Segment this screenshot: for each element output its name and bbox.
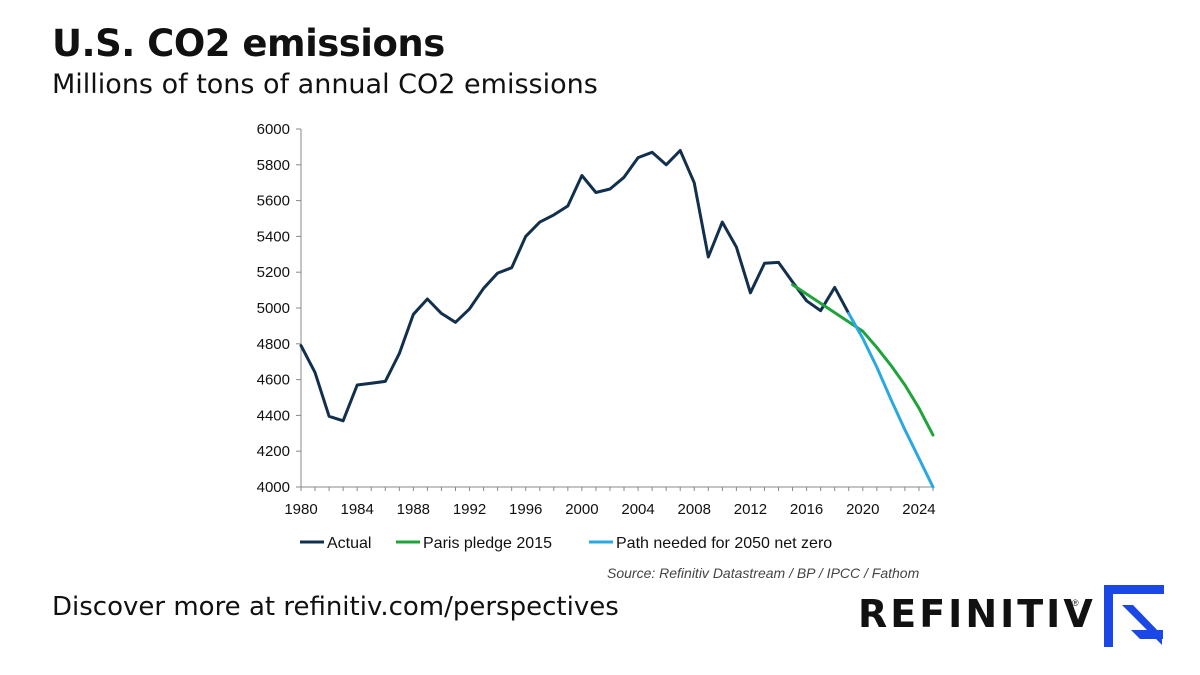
x-tick-label: 1988: [397, 501, 430, 518]
legend-label: Path needed for 2050 net zero: [616, 535, 832, 552]
y-tick-label: 5200: [257, 264, 290, 281]
y-tick-label: 5400: [257, 228, 290, 245]
x-tick-label: 1984: [340, 501, 373, 518]
x-tick-label: 2012: [734, 501, 767, 518]
y-tick-label: 5000: [257, 300, 290, 317]
chart-series: [299, 149, 935, 489]
series-line-path-needed-for-2050-net-zero: [847, 311, 935, 489]
source-note: Source: Refinitiv Datastream / BP / IPCC…: [607, 565, 920, 581]
page-subtitle: Millions of tons of annual CO2 emissions: [52, 69, 598, 100]
x-tick-label: 1980: [284, 501, 317, 518]
x-tick-label: 2020: [846, 501, 879, 518]
y-tick-label: 6000: [257, 121, 290, 138]
y-tick-label: 5800: [257, 157, 290, 174]
y-tick-label: 4800: [257, 336, 290, 353]
x-tick-label: 1992: [453, 501, 486, 518]
series-line-paris-pledge-2015: [791, 283, 935, 437]
x-tick-label: 1996: [509, 501, 542, 518]
x-tick-label: 2016: [790, 501, 823, 518]
page-title: U.S. CO2 emissions: [52, 22, 445, 65]
x-tick-label: 2004: [621, 501, 654, 518]
registered-mark: ®: [1072, 598, 1079, 608]
y-tick-label: 5600: [257, 193, 290, 210]
x-tick-label: 2008: [678, 501, 711, 518]
legend-label: Actual: [327, 535, 371, 552]
brand-wordmark: REFINITIV: [858, 592, 1096, 636]
y-tick-label: 4200: [257, 443, 290, 460]
y-tick-label: 4400: [257, 407, 290, 424]
refinitiv-logo-icon: [1104, 585, 1164, 647]
x-tick-label: 2024: [902, 501, 935, 518]
x-tick-label: 2000: [565, 501, 598, 518]
legend-label: Paris pledge 2015: [423, 535, 552, 552]
y-tick-label: 4000: [257, 479, 290, 496]
chart-legend: Actual Paris pledge 2015 Path needed for 2…: [300, 535, 832, 552]
cta-link-text: Discover more at refinitiv.com/perspecti…: [52, 592, 619, 622]
y-tick-label: 4600: [257, 372, 290, 389]
chart-axes: 4000 4200 4400 4600 4800 5000 5200 5400 5600 5800…: [257, 121, 936, 518]
series-line-actual: [299, 149, 851, 423]
